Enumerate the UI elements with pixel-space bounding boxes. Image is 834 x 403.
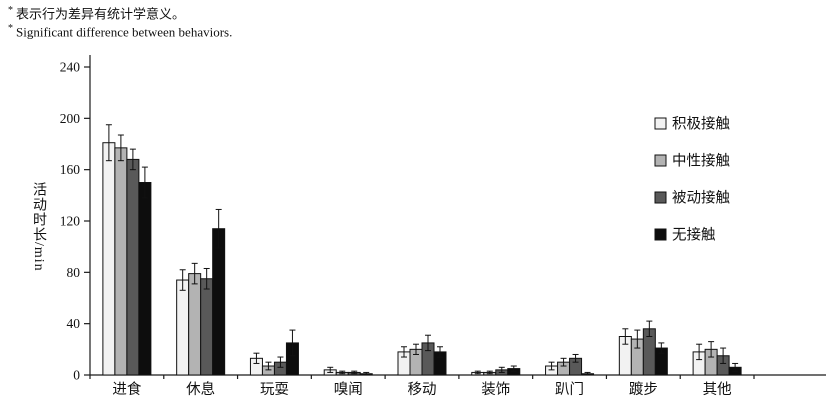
legend-swatch — [654, 117, 667, 130]
note-en-star: * — [8, 23, 13, 34]
bar — [200, 278, 214, 376]
x-category-label: 其他 — [703, 381, 732, 398]
bar — [188, 273, 202, 376]
bar — [212, 228, 226, 376]
note-en-text: Significant difference between behaviors… — [16, 24, 233, 40]
legend-label: 无接触 — [672, 227, 716, 244]
y-tick-label: 160 — [60, 162, 81, 177]
x-category-label: 进食 — [112, 381, 141, 398]
legend-label: 积极接触 — [672, 116, 730, 133]
bar — [102, 142, 116, 376]
legend-swatch — [654, 191, 667, 204]
bar-series-2 — [114, 147, 718, 376]
note-en: * Significant difference between behavior… — [8, 21, 232, 40]
y-tick-label: 80 — [67, 265, 81, 280]
bar — [176, 279, 190, 376]
x-category-label: 踱步 — [629, 381, 658, 398]
x-category-label: 嗅闻 — [334, 381, 363, 398]
error-bars-series-3 — [129, 148, 727, 375]
error-bars-series-2 — [117, 134, 715, 375]
x-category-label: 玩耍 — [260, 382, 289, 398]
x-category-label: 移动 — [408, 381, 437, 398]
y-axis-title: 活动时长/min — [31, 182, 46, 272]
legend-swatch — [654, 228, 667, 241]
bar-chart-canvas: 0 40 80 120 160 200 240 进食 休息 玩耍 嗅闻 移动 装饰 趴门 踱步 其他 积极接触中… — [60, 55, 826, 398]
x-category-label: 休息 — [186, 381, 215, 398]
y-tick-label: 200 — [60, 111, 81, 126]
legend-swatch — [654, 154, 667, 167]
legend-label: 中性接触 — [672, 153, 730, 170]
y-tick-label: 240 — [60, 60, 81, 75]
y-tick-labels: 0 40 80 120 160 200 240 — [60, 60, 81, 383]
x-category-labels: 进食 休息 玩耍 嗅闻 移动 装饰 趴门 踱步 其他 — [112, 381, 731, 398]
note-zh: * 表示行为差异有统计学意义。 — [8, 3, 185, 22]
error-bars-series-4 — [141, 166, 739, 376]
bar — [114, 147, 128, 376]
legend-label: 被动接触 — [672, 190, 730, 207]
y-tick-label: 120 — [60, 214, 81, 229]
note-zh-star: * — [8, 5, 13, 16]
y-tick-label: 40 — [67, 316, 81, 331]
error-bars-series-1 — [105, 124, 703, 375]
x-category-label: 趴门 — [555, 381, 584, 398]
bar — [126, 158, 140, 376]
bar — [138, 182, 152, 376]
note-zh-text: 表示行为差异有统计学意义。 — [16, 6, 186, 22]
x-category-label: 装饰 — [481, 381, 510, 398]
y-tick-label: 0 — [73, 368, 80, 383]
